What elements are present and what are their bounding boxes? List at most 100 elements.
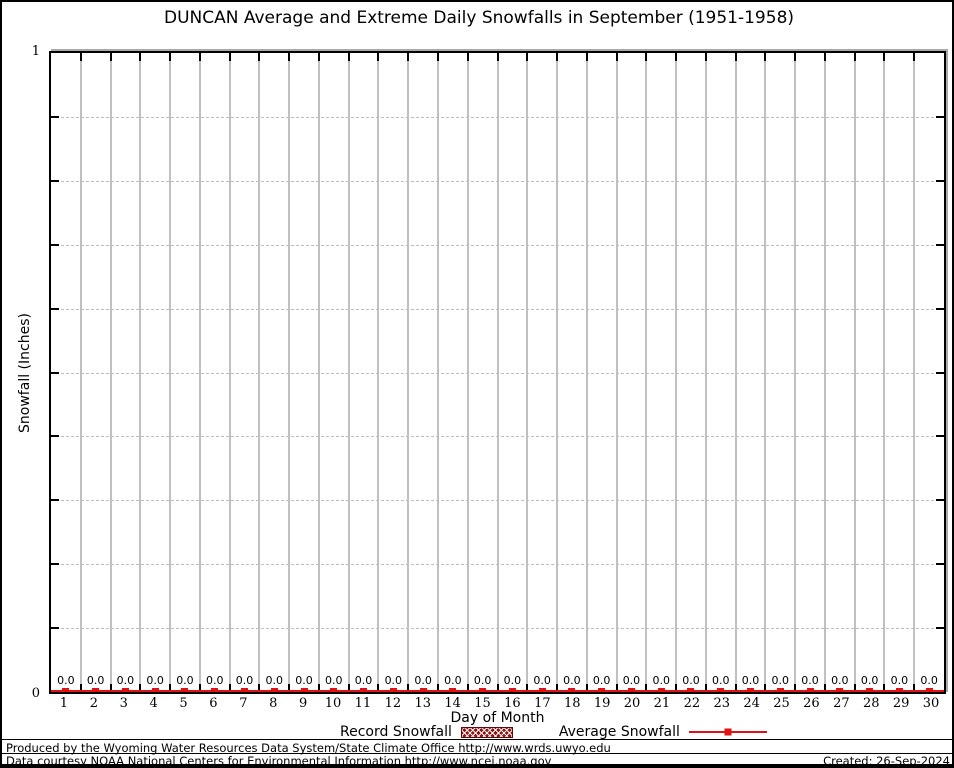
plot-area: 0.0 0.0 0.0 0.0 0.0 0.0 0.0 0.0 0.0 0.0 0.0 0.0 0.0 0…: [49, 51, 946, 694]
average-snowfall-point: [389, 688, 397, 692]
point-value-label: 0.0: [622, 674, 641, 687]
average-snowfall-point: [449, 688, 457, 692]
average-snowfall-point: [925, 688, 933, 692]
average-snowfall-point: [508, 688, 516, 692]
y-tick-mark-right: [936, 371, 944, 374]
x-tick-mark-bottom: [675, 684, 678, 692]
x-tick-mark-bottom: [556, 684, 559, 692]
x-tick-label: 14: [444, 696, 461, 711]
average-snowfall-point: [568, 688, 576, 692]
legend-record-swatch: [460, 726, 513, 738]
y-tick-mark-left: [51, 179, 59, 182]
footer-credit-noaa: Data courtesy NOAA National Centers for …: [6, 754, 552, 768]
x-tick-mark-bottom: [526, 684, 529, 692]
x-tick-label: 17: [534, 696, 551, 711]
point-value-label: 0.0: [801, 674, 819, 687]
average-snowfall-point: [806, 688, 814, 692]
x-tick-mark-top: [734, 53, 737, 61]
x-tick-label: 12: [384, 696, 402, 711]
point-value-label: 0.0: [592, 674, 611, 687]
horizontal-gridline: [51, 564, 944, 566]
x-tick-label: 11: [354, 696, 372, 711]
point-value-label: 0.0: [354, 674, 373, 687]
y-tick-label-max: 1: [31, 44, 40, 59]
x-tick-mark-bottom: [288, 684, 291, 692]
y-tick-mark-left: [51, 435, 59, 438]
footer-credit-wrds: Produced by the Wyoming Water Resources …: [6, 741, 611, 755]
point-value-label: 0.0: [265, 674, 284, 687]
x-axis-title: Day of Month: [450, 710, 545, 726]
point-value-label: 0.0: [712, 674, 730, 687]
x-tick-label: 30: [922, 696, 940, 711]
y-tick-mark-right: [936, 563, 944, 566]
x-tick-mark-bottom: [436, 684, 439, 692]
average-snowfall-point: [657, 688, 665, 692]
x-tick-mark-top: [913, 53, 916, 61]
y-tick-mark-right: [936, 115, 944, 118]
point-value-label: 0.0: [503, 674, 522, 687]
footer-separator-1: [2, 739, 952, 740]
average-snowfall-point: [776, 688, 784, 692]
x-tick-mark-top: [139, 53, 142, 61]
x-tick-mark-top: [377, 53, 380, 61]
x-tick-mark-bottom: [407, 684, 410, 692]
y-axis-title: Snowfall (Inches): [17, 313, 33, 433]
x-tick-mark-bottom: [466, 684, 469, 692]
average-snowfall-point: [211, 688, 219, 692]
y-tick-mark-left: [51, 243, 59, 246]
x-tick-label: 26: [803, 696, 820, 711]
x-tick-mark-bottom: [198, 684, 201, 692]
x-tick-mark-bottom: [764, 684, 767, 692]
point-value-label: 0.0: [890, 674, 909, 687]
horizontal-gridline: [51, 116, 944, 118]
average-snowfall-point: [717, 688, 725, 692]
point-value-label: 0.0: [831, 674, 849, 687]
point-value-label: 0.0: [920, 674, 938, 687]
x-tick-mark-bottom: [615, 684, 618, 692]
point-value-label: 0.0: [384, 674, 403, 687]
y-tick-mark-left: [51, 627, 59, 630]
y-tick-label-min: 0: [31, 686, 40, 701]
legend-average-swatch: [688, 728, 767, 736]
x-tick-mark-top: [823, 53, 826, 61]
horizontal-gridline: [51, 308, 944, 310]
x-tick-label: 22: [683, 696, 701, 711]
x-tick-label: 8: [269, 696, 278, 711]
x-tick-label: 2: [89, 696, 98, 711]
x-tick-label: 25: [773, 696, 790, 711]
x-tick-mark-top: [704, 53, 707, 61]
x-tick-mark-top: [556, 53, 559, 61]
x-tick-mark-top: [883, 53, 886, 61]
average-snowfall-point: [360, 688, 368, 692]
x-tick-mark-top: [169, 53, 172, 61]
point-value-label: 0.0: [860, 674, 879, 687]
point-value-label: 0.0: [295, 674, 313, 687]
x-tick-label: 13: [414, 696, 432, 711]
average-snowfall-point: [92, 688, 100, 692]
average-snowfall-point: [300, 688, 308, 692]
x-tick-mark-bottom: [585, 684, 588, 692]
legend: Record Snowfall Average Snowfall: [340, 724, 767, 740]
legend-record-label: Record Snowfall: [340, 724, 452, 740]
x-tick-mark-top: [526, 53, 529, 61]
x-tick-mark-bottom: [794, 684, 797, 692]
average-snowfall-point: [687, 688, 695, 692]
horizontal-gridline: [51, 628, 944, 630]
x-tick-mark-bottom: [317, 684, 320, 692]
x-tick-label: 7: [239, 696, 248, 711]
point-value-label: 0.0: [682, 674, 700, 687]
legend-average-label: Average Snowfall: [558, 724, 680, 740]
point-value-label: 0.0: [444, 674, 462, 687]
y-tick-mark-left: [51, 371, 59, 374]
y-tick-mark-right: [936, 179, 944, 182]
point-value-label: 0.0: [57, 674, 75, 687]
x-tick-mark-top: [466, 53, 469, 61]
y-tick-mark-left: [51, 499, 59, 502]
x-tick-mark-top: [288, 53, 291, 61]
x-tick-mark-bottom: [853, 684, 856, 692]
x-tick-mark-bottom: [496, 684, 499, 692]
average-snowfall-point: [747, 688, 755, 692]
average-snowfall-point: [598, 688, 606, 692]
footer-row-2: Data courtesy NOAA National Centers for …: [6, 754, 950, 768]
